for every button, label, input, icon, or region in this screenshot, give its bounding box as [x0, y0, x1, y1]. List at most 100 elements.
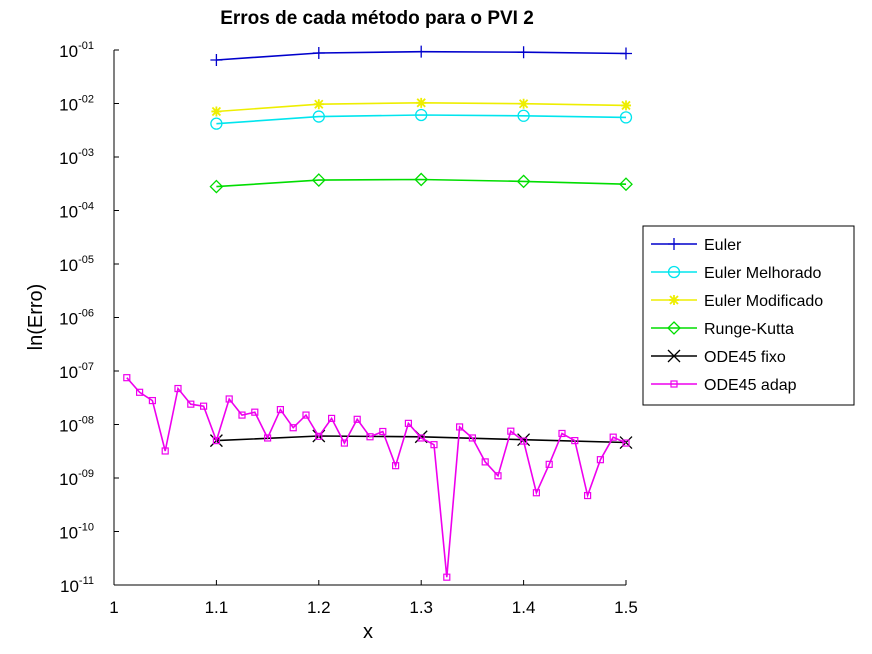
legend: Euler Euler Melhorado Euler Modificado Rung… [642, 225, 855, 406]
legend-label: Euler [704, 237, 742, 254]
data-point [517, 433, 531, 447]
series-euler-melhorado [210, 108, 633, 130]
data-point [123, 374, 131, 382]
legend-marker [669, 295, 679, 305]
data-point [583, 491, 592, 500]
data-point [517, 46, 530, 59]
chart-title: Erros de cada método para o PVI 2 [220, 8, 534, 29]
data-point [328, 414, 336, 423]
data-point [366, 433, 374, 441]
y-tick-label: 10-08 [59, 415, 94, 436]
data-point [187, 400, 195, 408]
legend-entry: Euler Modificado [651, 293, 823, 310]
y-tick-label: 10-09 [59, 468, 94, 489]
data-point [596, 456, 605, 464]
x-axis-label: x [363, 621, 373, 643]
data-point [340, 439, 348, 447]
x-tick-label: 1.2 [307, 598, 331, 617]
legend-box [642, 225, 855, 406]
data-point [558, 429, 566, 438]
data-point [621, 100, 631, 111]
legend-entry: ODE45 adap [651, 377, 797, 394]
y-tick-label: 10-07 [59, 361, 94, 382]
x-tick-label: 1.1 [205, 598, 229, 617]
legend-label: ODE45 fixo [704, 349, 786, 366]
legend-entry: Euler [651, 237, 742, 254]
legend-marker [667, 321, 681, 335]
series-line [216, 114, 627, 125]
data-point [264, 434, 272, 442]
data-point [315, 432, 323, 440]
data-point [619, 177, 633, 192]
y-tick-label: 10-10 [59, 522, 94, 543]
data-point [430, 441, 438, 449]
y-axis-label: ln(Erro) [25, 284, 47, 351]
legend-entry: ODE45 fixo [651, 349, 786, 366]
data-point [456, 423, 464, 431]
data-point [209, 179, 224, 194]
axes: 1 1.1 1.2 1.3 1.4 1.5 10-01 10-02 10-03 10-04 10-0… [59, 40, 638, 617]
data-point [620, 47, 632, 60]
data-point [481, 458, 489, 466]
series-layer [123, 45, 633, 581]
series-euler [210, 45, 632, 67]
legend-marker [670, 380, 678, 388]
data-point [312, 46, 325, 59]
legend-marker [668, 238, 680, 250]
x-tick-label: 1.3 [409, 598, 433, 617]
y-tick-label: 10-05 [59, 254, 94, 275]
series-line [126, 377, 627, 578]
data-point [210, 117, 223, 130]
data-point [392, 462, 400, 470]
series-ode45-adap [123, 374, 630, 581]
data-point [416, 97, 427, 108]
data-point [622, 439, 630, 447]
data-point [311, 173, 326, 188]
legend-entry: Euler Melhorado [651, 265, 822, 282]
data-point [211, 106, 222, 117]
data-point [251, 408, 259, 416]
data-point [414, 172, 429, 187]
data-point [443, 573, 451, 581]
legend-label: Euler Melhorado [704, 265, 822, 282]
y-tick-label: 10-06 [59, 308, 94, 329]
series-ode45-fixo [209, 429, 633, 450]
data-point [161, 447, 169, 455]
data-point [468, 434, 476, 442]
data-point [417, 434, 425, 442]
data-point [494, 472, 502, 480]
data-point [516, 174, 531, 189]
legend-label: Runge-Kutta [704, 321, 794, 338]
data-point [212, 437, 220, 445]
data-point [518, 98, 529, 109]
data-point [519, 437, 528, 445]
legend-marker [667, 349, 681, 363]
data-point [415, 108, 428, 122]
y-tick-label: 10-03 [59, 147, 94, 168]
x-tick-label: 1.4 [512, 598, 536, 617]
series-runge-kutta [209, 172, 633, 194]
data-point [545, 460, 553, 468]
y-tick-label: 10-11 [60, 575, 94, 596]
y-tick-label: 10-01 [59, 40, 94, 61]
data-point [313, 99, 324, 110]
legend-entry: Runge-Kutta [651, 321, 794, 338]
data-point [353, 415, 361, 423]
data-point [136, 388, 144, 396]
data-point [238, 411, 246, 419]
data-point [276, 405, 284, 414]
data-point [200, 402, 208, 410]
data-point [379, 427, 387, 436]
series-line [216, 178, 627, 188]
x-tick-label: 1.5 [614, 598, 638, 617]
series-euler-modificado [211, 97, 631, 117]
data-point [312, 110, 325, 123]
x-tick-label: 1 [109, 598, 118, 617]
data-point [174, 384, 182, 393]
data-point [148, 396, 156, 405]
legend-label: ODE45 adap [704, 377, 797, 394]
data-point [532, 489, 541, 497]
data-point [507, 427, 515, 435]
data-point [609, 433, 617, 441]
data-point [415, 45, 428, 58]
